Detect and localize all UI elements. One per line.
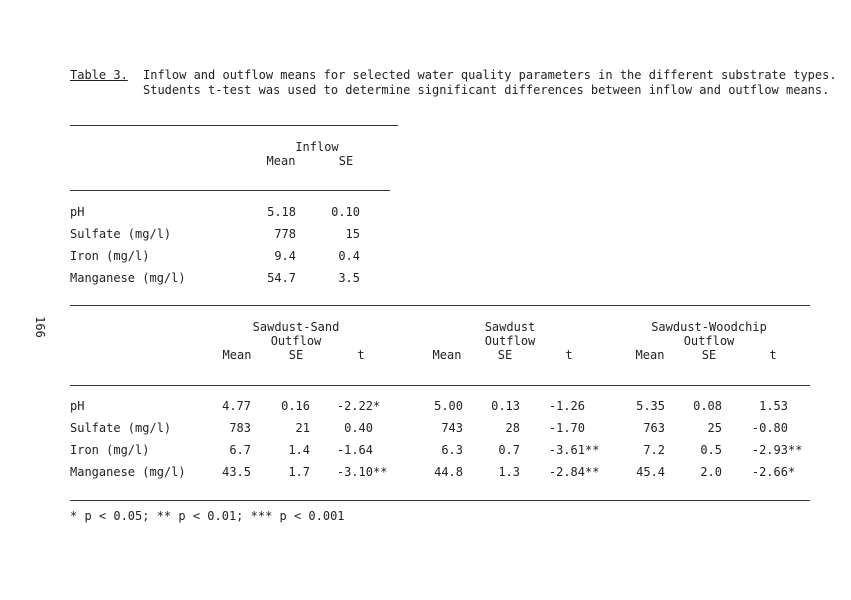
cell: 3.5 bbox=[338, 271, 360, 285]
column-header: SE bbox=[701, 348, 717, 362]
group-header: Sawdust bbox=[484, 320, 536, 334]
cell: -2.84** bbox=[548, 465, 600, 479]
group-subheader: Outflow bbox=[270, 334, 322, 348]
column-header: SE bbox=[497, 348, 513, 362]
footnote: * p < 0.05; ** p < 0.01; *** p < 0.001 bbox=[70, 509, 345, 523]
cell: 1.53 bbox=[759, 399, 788, 413]
row-label: Sulfate (mg/l) bbox=[70, 421, 172, 435]
cell: 4.77 bbox=[222, 399, 251, 413]
column-header: t bbox=[565, 348, 573, 362]
caption-line: Students t-test was used to determine si… bbox=[143, 83, 830, 97]
row-label: pH bbox=[70, 399, 85, 413]
cell: -2.93** bbox=[751, 443, 803, 457]
cell: 5.18 bbox=[267, 205, 296, 219]
cell: 2.0 bbox=[700, 465, 722, 479]
row-label: Manganese (mg/l) bbox=[70, 271, 186, 285]
rule bbox=[70, 385, 810, 386]
cell: -1.70 bbox=[548, 421, 585, 435]
group-header: Sawdust-Sand bbox=[252, 320, 340, 334]
rule bbox=[70, 305, 810, 306]
row-label: Iron (mg/l) bbox=[70, 249, 150, 263]
cell: 0.08 bbox=[693, 399, 722, 413]
group-header: Inflow bbox=[295, 140, 339, 154]
cell: 783 bbox=[229, 421, 251, 435]
rule bbox=[70, 500, 810, 501]
cell: 1.7 bbox=[288, 465, 310, 479]
cell: 0.5 bbox=[700, 443, 722, 457]
row-label: Manganese (mg/l) bbox=[70, 465, 186, 479]
cell: 1.3 bbox=[498, 465, 520, 479]
row-label: Iron (mg/l) bbox=[70, 443, 150, 457]
column-header: Mean bbox=[432, 348, 462, 362]
cell: 1.4 bbox=[288, 443, 310, 457]
cell: 7.2 bbox=[643, 443, 665, 457]
cell: 28 bbox=[505, 421, 520, 435]
cell: 778 bbox=[274, 227, 296, 241]
cell: 0.7 bbox=[498, 443, 520, 457]
cell: 45.4 bbox=[636, 465, 665, 479]
caption-label: Table 3. bbox=[70, 68, 128, 82]
column-header: t bbox=[357, 348, 365, 362]
cell: 0.13 bbox=[491, 399, 520, 413]
cell: 763 bbox=[643, 421, 665, 435]
cell: -0.80 bbox=[751, 421, 788, 435]
cell: 6.7 bbox=[229, 443, 251, 457]
cell: 5.00 bbox=[434, 399, 463, 413]
cell: 0.16 bbox=[281, 399, 310, 413]
column-header: SE bbox=[338, 154, 354, 168]
column-header: t bbox=[769, 348, 777, 362]
row-label: pH bbox=[70, 205, 85, 219]
cell: 21 bbox=[295, 421, 310, 435]
row-label: Sulfate (mg/l) bbox=[70, 227, 172, 241]
cell: -1.64 bbox=[336, 443, 373, 457]
cell: 0.10 bbox=[331, 205, 360, 219]
cell: 9.4 bbox=[274, 249, 296, 263]
cell: 0.4 bbox=[338, 249, 360, 263]
cell: 5.35 bbox=[636, 399, 665, 413]
column-header: Mean bbox=[222, 348, 252, 362]
cell: -3.10** bbox=[336, 465, 388, 479]
column-header: Mean bbox=[635, 348, 665, 362]
cell: -3.61** bbox=[548, 443, 600, 457]
cell: -1.26 bbox=[548, 399, 585, 413]
cell: -2.66* bbox=[751, 465, 796, 479]
cell: 743 bbox=[441, 421, 463, 435]
caption-line: Inflow and outflow means for selected wa… bbox=[143, 68, 837, 82]
column-header: SE bbox=[288, 348, 304, 362]
column-header: Mean bbox=[266, 154, 296, 168]
cell: 15 bbox=[345, 227, 360, 241]
cell: 44.8 bbox=[434, 465, 463, 479]
cell: 25 bbox=[707, 421, 722, 435]
cell: 54.7 bbox=[267, 271, 296, 285]
group-subheader: Outflow bbox=[484, 334, 536, 348]
page-number: 166 bbox=[33, 316, 47, 338]
cell: 0.40 bbox=[344, 421, 373, 435]
rule bbox=[70, 190, 390, 191]
group-subheader: Outflow bbox=[683, 334, 735, 348]
group-header: Sawdust-Woodchip bbox=[651, 320, 767, 334]
cell: 6.3 bbox=[441, 443, 463, 457]
cell: 43.5 bbox=[222, 465, 251, 479]
rule bbox=[70, 125, 398, 126]
cell: -2.22* bbox=[336, 399, 381, 413]
